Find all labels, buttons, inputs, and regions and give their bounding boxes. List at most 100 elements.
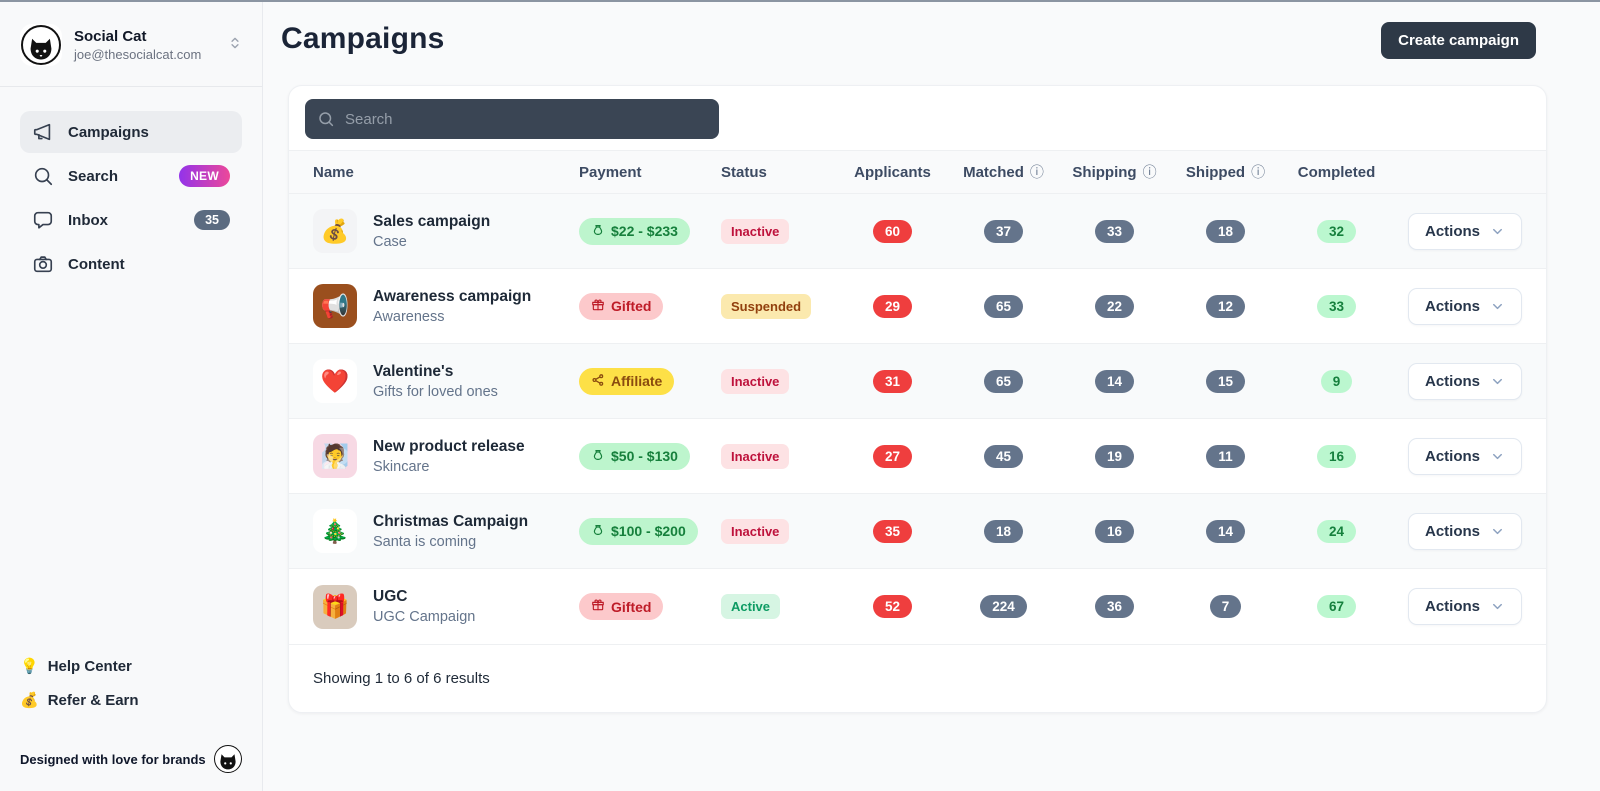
payment-cell: Gifted (579, 593, 721, 620)
shipped-count: 7 (1209, 595, 1242, 618)
table-row[interactable]: 🧖 New product release Skincare $50 - $13… (289, 419, 1546, 494)
matched-count: 45 (983, 444, 1024, 468)
info-icon[interactable]: ⓘ (1142, 164, 1157, 180)
shipping-cell: 33 (1059, 219, 1170, 243)
sidebar-item-inbox[interactable]: Inbox 35 (20, 199, 242, 241)
sidebar-item-label: Content (68, 255, 125, 273)
actions-button[interactable]: Actions (1407, 362, 1522, 400)
table-row[interactable]: 📢 Awareness campaign Awareness Gifted Su… (289, 269, 1546, 344)
megaphone-icon (32, 121, 54, 143)
lightbulb-icon: 💡 (20, 658, 39, 675)
campaign-subtitle: Gifts for loved ones (373, 383, 498, 400)
actions-cell: Actions (1392, 512, 1522, 550)
applicants-count: 29 (872, 294, 913, 318)
shipped-count: 15 (1205, 369, 1246, 393)
campaign-subtitle: Santa is coming (373, 533, 477, 550)
completed-count: 67 (1316, 595, 1357, 618)
shipped-cell: 14 (1170, 519, 1281, 543)
completed-count: 9 (1320, 369, 1353, 393)
status-badge: Active (721, 594, 781, 619)
campaign-name-cell: 💰 Sales campaign Case (313, 209, 579, 253)
shipping-count: 22 (1094, 294, 1135, 318)
applicants-cell: 60 (837, 219, 948, 243)
shipping-count: 36 (1094, 595, 1135, 618)
column-header-matched: Matched ⓘ (963, 163, 1044, 181)
sidebar-item-content[interactable]: Content (20, 243, 242, 285)
social-cat-logo (20, 24, 62, 66)
campaign-name: Valentine's (373, 362, 454, 380)
search-input[interactable] (305, 99, 719, 139)
shipping-count: 16 (1094, 519, 1135, 543)
payment-cell: $100 - $200 (579, 517, 721, 545)
campaign-name-cell: 🧖 New product release Skincare (313, 434, 579, 478)
shipping-count: 33 (1094, 219, 1135, 243)
table-row[interactable]: 🎄 Christmas Campaign Santa is coming $10… (289, 494, 1546, 569)
applicants-cell: 35 (837, 519, 948, 543)
completed-count: 33 (1316, 294, 1357, 318)
chevron-down-icon (1493, 303, 1502, 309)
info-icon[interactable]: ⓘ (1029, 164, 1044, 180)
chevron-down-icon (1493, 228, 1502, 234)
table-header: Name Payment Status Applicants Matched ⓘ Shipp… (289, 150, 1546, 194)
payment-cell: $50 - $130 (579, 442, 721, 470)
payment-badge: $100 - $200 (579, 517, 698, 545)
create-campaign-button[interactable]: Create campaign (1381, 22, 1536, 59)
sidebar-item-label: Inbox (68, 211, 108, 229)
actions-button[interactable]: Actions (1407, 588, 1522, 625)
page-header: Campaigns Create campaign (263, 2, 1600, 59)
actions-cell: Actions (1392, 362, 1522, 400)
table-row[interactable]: 💰 Sales campaign Case $22 - $233 Inactiv… (289, 194, 1546, 269)
bag-icon (591, 523, 605, 540)
actions-cell: Actions (1392, 212, 1522, 250)
status-badge: Inactive (721, 218, 790, 244)
payment-badge: Gifted (579, 292, 664, 320)
sidebar-nav: Campaigns Search NEW Inbox 35 Content (20, 111, 242, 287)
completed-cell: 9 (1281, 369, 1392, 393)
campaign-subtitle: Awareness (373, 308, 445, 325)
share-icon (591, 373, 605, 390)
matched-count: 65 (983, 369, 1024, 393)
payment-badge: $50 - $130 (579, 442, 690, 470)
matched-cell: 18 (948, 519, 1059, 543)
sidebar-item-refer-earn[interactable]: 💰 Refer & Earn (20, 683, 242, 717)
workspace-switcher[interactable]: Social Cat joe@thesocialcat.com (20, 24, 242, 66)
tagline-text: Designed with love for brands (20, 751, 206, 767)
actions-button[interactable]: Actions (1407, 512, 1522, 550)
sidebar-item-label: Campaigns (68, 123, 149, 141)
column-header-payment: Payment (579, 163, 642, 181)
actions-cell: Actions (1392, 287, 1522, 325)
main-content: Campaigns Create campaign Name Payment Sta… (263, 2, 1600, 791)
moneybag-icon: 💰 (20, 692, 39, 709)
completed-cell: 16 (1281, 444, 1392, 468)
info-icon[interactable]: ⓘ (1251, 164, 1266, 180)
shipped-cell: 12 (1170, 294, 1281, 318)
actions-button[interactable]: Actions (1407, 212, 1522, 250)
cat-icon (213, 745, 242, 773)
actions-button[interactable]: Actions (1407, 287, 1522, 325)
results-summary: Showing 1 to 6 of 6 results (289, 644, 1546, 712)
table-row[interactable]: 🎁 UGC UGC Campaign Gifted Active 52 224 … (289, 569, 1546, 644)
sidebar-item-search[interactable]: Search NEW (20, 155, 242, 197)
actions-button[interactable]: Actions (1407, 437, 1522, 475)
matched-cell: 37 (948, 219, 1059, 243)
completed-cell: 24 (1281, 519, 1392, 543)
column-header-name: Name (313, 163, 354, 181)
sidebar-item-help-center[interactable]: 💡 Help Center (20, 649, 242, 683)
shipped-count: 18 (1205, 219, 1246, 243)
shipping-cell: 36 (1059, 595, 1170, 618)
sidebar-item-campaigns[interactable]: Campaigns (20, 111, 242, 153)
matched-count: 37 (983, 219, 1024, 243)
campaign-name: Awareness campaign (373, 287, 532, 305)
column-header-completed: Completed (1297, 163, 1376, 181)
status-badge: Inactive (721, 518, 790, 544)
sidebar: Social Cat joe@thesocialcat.com Campaign… (0, 2, 263, 791)
page-title: Campaigns (281, 22, 445, 55)
applicants-count: 27 (872, 444, 913, 468)
chevron-updown-icon[interactable] (228, 36, 242, 55)
chevron-down-icon (1493, 378, 1502, 384)
status-cell: Suspended (721, 293, 837, 319)
status-cell: Active (721, 594, 837, 619)
table-row[interactable]: ❤️ Valentine's Gifts for loved ones Affi… (289, 344, 1546, 419)
applicants-cell: 27 (837, 444, 948, 468)
